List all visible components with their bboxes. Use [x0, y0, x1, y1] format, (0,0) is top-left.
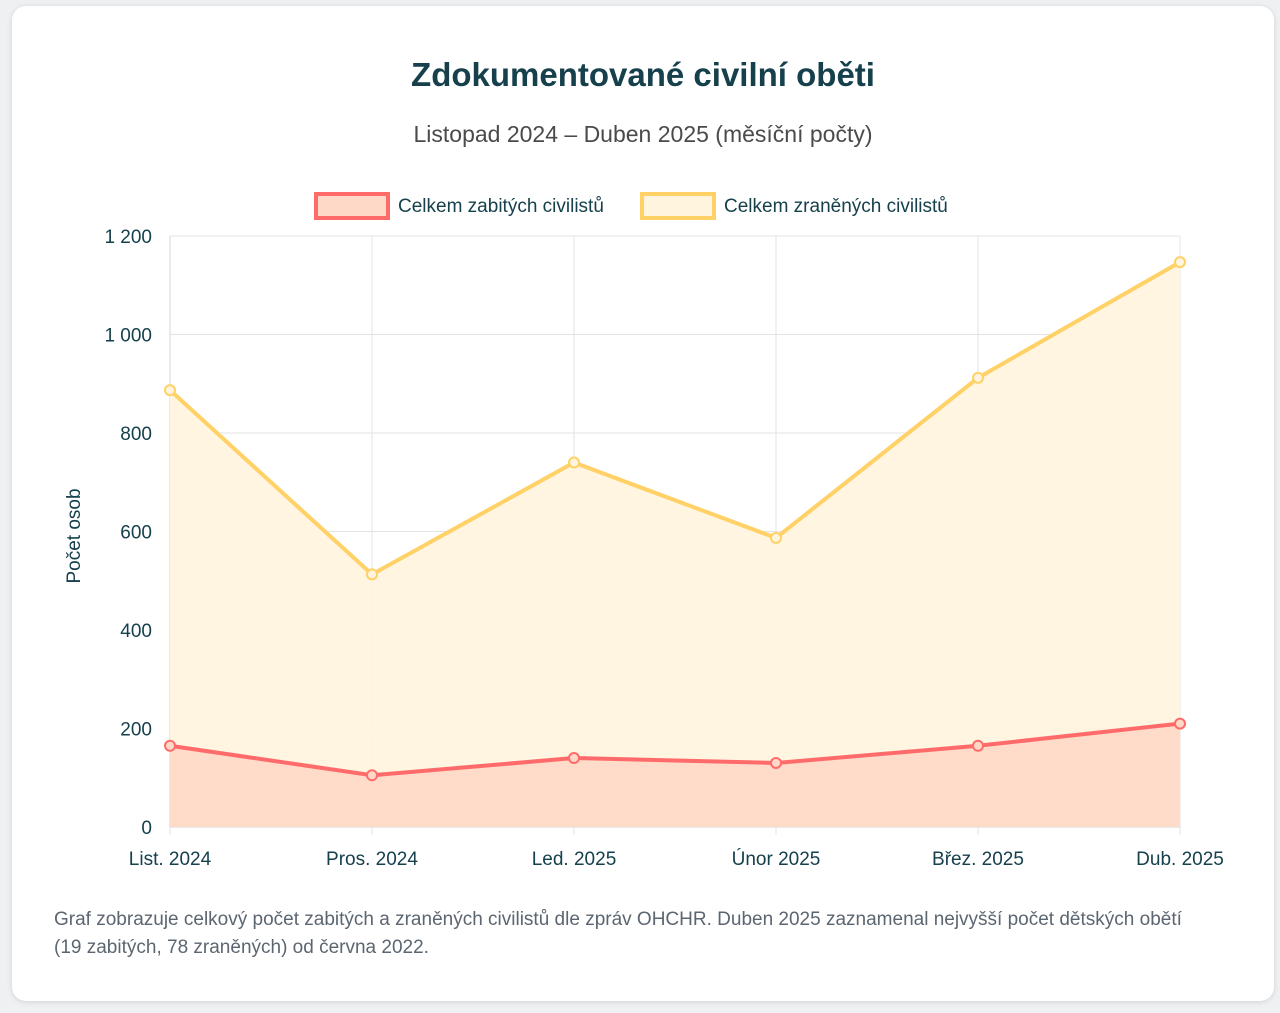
y-tick-label: 200	[120, 720, 152, 741]
y-tick-label: 1 000	[104, 326, 152, 347]
data-point-series-2[interactable]	[972, 371, 984, 384]
legend: Celkem zabitých civilistů Celkem zraněnýc…	[314, 192, 948, 220]
line-series-2	[168, 260, 1182, 577]
x-tick-label: List. 2024	[129, 849, 212, 870]
data-point-series-1[interactable]	[972, 739, 984, 752]
footnote: Graf zobrazuje celkový počet zabitých a …	[54, 909, 1182, 958]
area-series-1	[170, 723, 1180, 827]
data-point-series-1[interactable]	[366, 769, 378, 782]
data-point-series-2[interactable]	[568, 456, 580, 469]
data-point-series-1[interactable]	[164, 739, 176, 752]
legend-swatch-1[interactable]	[314, 192, 390, 220]
casualties-chart: 0 200 400 600 800 1 000 1 200 List. 2024 Pros. …	[64, 192, 1224, 870]
x-tick-label: Pros. 2024	[326, 849, 418, 870]
y-tick-label: 600	[120, 523, 152, 544]
data-point-series-2[interactable]	[366, 568, 378, 581]
y-tick-label: 400	[120, 621, 152, 642]
legend-swatch-2[interactable]	[640, 192, 716, 220]
x-tick-label: Led. 2025	[532, 849, 617, 870]
y-tick-label: 0	[141, 818, 152, 839]
y-tick-label: 1 200	[104, 227, 152, 248]
data-point-series-1[interactable]	[568, 752, 580, 765]
series-lines	[168, 260, 1182, 778]
chart-title: Zdokumentované civilní oběti	[411, 56, 875, 93]
y-axis-ticks: 0 200 400 600 800 1 000 1 200	[104, 227, 152, 839]
x-axis-ticks: List. 2024 Pros. 2024 Led. 2025 Únor 2025 Bř…	[129, 848, 1224, 870]
area-series-2	[170, 262, 1180, 827]
x-tick-label: Břez. 2025	[932, 849, 1024, 870]
data-point-series-1[interactable]	[770, 756, 782, 769]
x-tick-label: Únor 2025	[732, 848, 821, 870]
series-areas	[170, 262, 1180, 827]
chart-subtitle: Listopad 2024 – Duben 2025 (měsíční počt…	[413, 121, 873, 147]
legend-label-1[interactable]: Celkem zabitých civilistů	[398, 196, 604, 217]
y-axis-title: Počet osob	[64, 488, 85, 583]
line-series-1	[168, 721, 1182, 778]
data-point-series-1[interactable]	[1174, 717, 1186, 730]
legend-label-2[interactable]: Celkem zraněných civilistů	[724, 196, 948, 217]
series-points	[164, 256, 1186, 782]
chart-card: Zdokumentované civilní oběti Listopad 20…	[12, 6, 1274, 1001]
data-point-series-2[interactable]	[770, 531, 782, 544]
y-tick-label: 800	[120, 424, 152, 445]
data-point-series-2[interactable]	[164, 384, 176, 397]
x-tick-label: Dub. 2025	[1136, 849, 1224, 870]
data-point-series-2[interactable]	[1174, 256, 1186, 269]
